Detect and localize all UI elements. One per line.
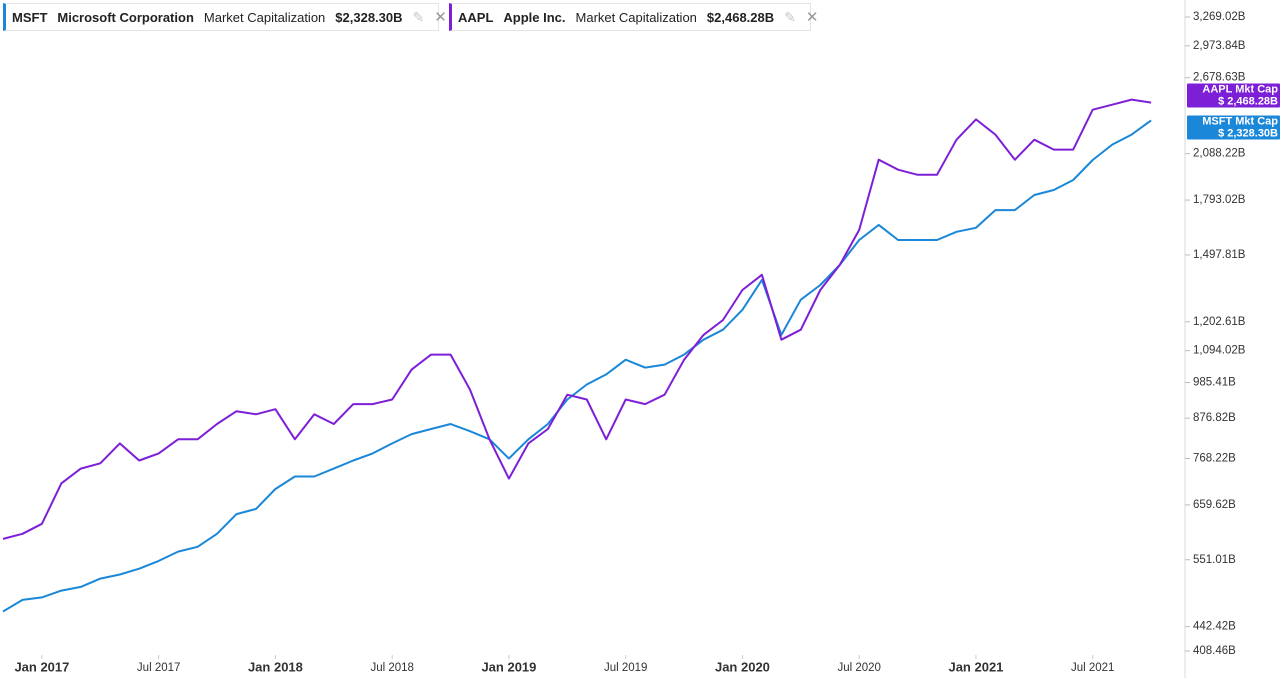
x-tick-label: Jul 2018 — [370, 662, 413, 674]
company-name: Apple Inc. — [503, 9, 566, 25]
end-label-name: MSFT Mkt Cap — [1202, 115, 1278, 127]
y-tick-label: 768.22B — [1193, 452, 1236, 464]
close-button[interactable]: ✕ — [434, 9, 447, 26]
y-tick-label: 1,497.81B — [1193, 249, 1246, 261]
y-tick-label: 2,973.84B — [1193, 40, 1246, 52]
end-label-value: $ 2,468.28B — [1218, 95, 1278, 107]
pin-icon[interactable]: ✎ — [412, 8, 425, 25]
end-label-box — [1187, 83, 1280, 108]
y-tick-label: 1,094.02B — [1193, 345, 1246, 357]
ticker: MSFT — [12, 9, 48, 25]
x-tick-label: Jul 2020 — [837, 662, 880, 674]
x-tick-label: Jan 2021 — [948, 659, 1003, 674]
y-tick-label: 408.46B — [1193, 645, 1236, 657]
latest-value: $2,468.28B — [706, 9, 775, 25]
x-tick-label: Jul 2017 — [137, 662, 180, 674]
y-tick-label: 1,793.02B — [1193, 194, 1246, 206]
y-tick-label: 3,269.02B — [1193, 11, 1246, 23]
latest-value: $2,328.30B — [335, 9, 403, 25]
x-tick-label: Jan 2019 — [481, 659, 536, 674]
x-tick-label: Jul 2019 — [604, 662, 647, 674]
ticker: AAPL — [458, 9, 494, 25]
end-label-box — [1187, 115, 1280, 140]
y-tick-label: 2,088.22B — [1193, 148, 1246, 160]
x-tick-label: Jan 2018 — [248, 659, 303, 674]
y-tick-label: 2,678.63B — [1193, 72, 1246, 84]
y-tick-label: 659.62B — [1193, 499, 1236, 511]
y-tick-label: 985.41B — [1193, 377, 1236, 389]
legend-entry: AAPL Apple Inc. Market Capitalization $2… — [449, 3, 818, 31]
end-label-name: AAPL Mkt Cap — [1202, 83, 1278, 95]
y-tick-label: 442.42B — [1193, 621, 1236, 633]
x-tick-label: Jan 2017 — [14, 659, 69, 674]
y-tick-label: 876.82B — [1193, 412, 1236, 424]
end-label-value: $ 2,328.30B — [1218, 127, 1278, 139]
x-tick-label: Jul 2021 — [1071, 662, 1114, 674]
company-name: Microsoft Corporation — [57, 9, 194, 25]
series-line — [2, 98, 1152, 540]
y-tick-label: 551.01B — [1193, 554, 1236, 566]
x-tick-label: Jan 2020 — [715, 659, 770, 674]
metric-name: Market Capitalization — [575, 9, 697, 25]
legend-entry: MSFT Microsoft Corporation Market Capita… — [3, 3, 447, 31]
metric-name: Market Capitalization — [203, 9, 326, 25]
close-button[interactable]: ✕ — [805, 9, 819, 26]
series-line — [2, 119, 1152, 613]
y-tick-label: 1,202.61B — [1193, 316, 1246, 328]
pin-icon[interactable]: ✎ — [784, 8, 796, 25]
